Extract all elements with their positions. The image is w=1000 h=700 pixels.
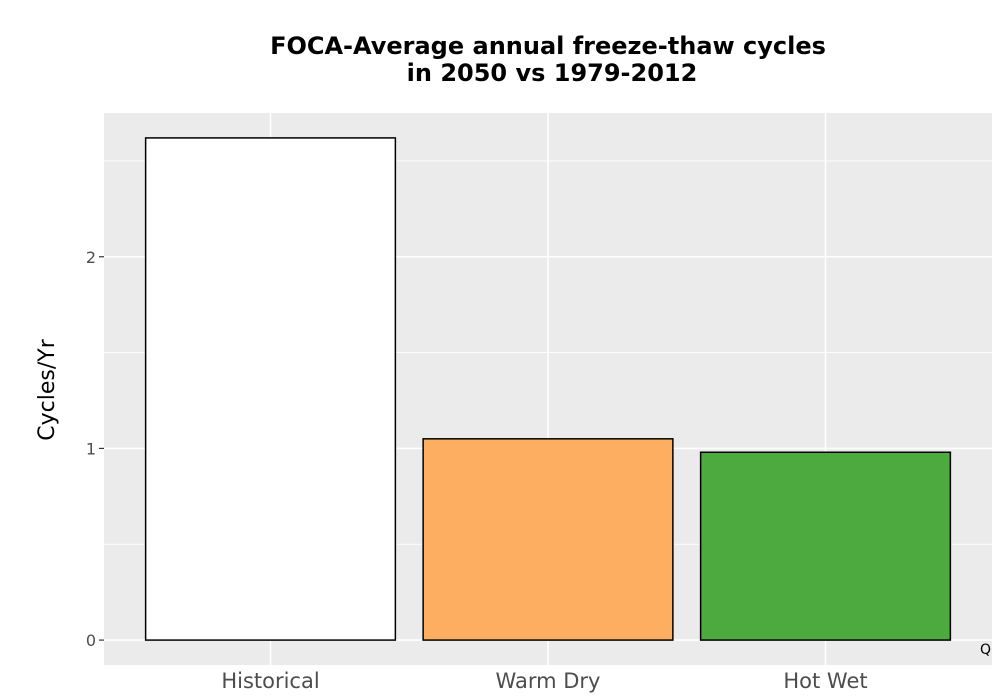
- y-tick-label: 0: [86, 631, 96, 650]
- chart-title-line-1: FOCA-Average annual freeze-thaw cycles: [270, 32, 826, 60]
- x-category-label: Warm Dry: [496, 669, 601, 693]
- bar-hot-wet: [699, 451, 952, 641]
- bar-warm-dry: [422, 438, 674, 641]
- chart-title-line-2: in 2050 vs 1979-2012: [407, 59, 698, 87]
- y-tick-label: 2: [86, 248, 96, 267]
- x-category-label: Hot Wet: [783, 669, 867, 693]
- x-axis: Historical Warm Dry Hot Wet: [221, 669, 867, 693]
- y-axis-title: Cycles/Yr: [35, 338, 60, 440]
- corner-mark: Q: [980, 642, 991, 658]
- bars: [144, 137, 952, 641]
- y-axis: 0 1 2: [86, 248, 104, 650]
- y-tick-label: 1: [86, 439, 96, 458]
- bar-historical: [144, 137, 397, 641]
- x-category-label: Historical: [221, 669, 319, 693]
